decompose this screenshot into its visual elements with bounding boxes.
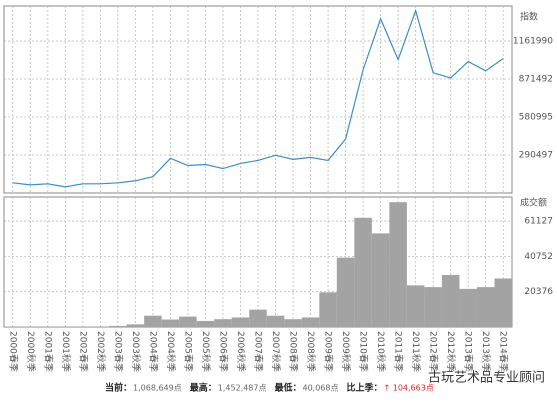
y-tick-label: 871492 (519, 75, 553, 85)
y-tick-label: 61127 (524, 217, 553, 227)
bar (494, 278, 512, 327)
x-tick-label: 2006秋季 (235, 331, 247, 372)
bar (179, 316, 197, 327)
bar (354, 217, 372, 327)
y-tick-label: 580995 (519, 113, 553, 123)
x-tick-label: 2011春季 (393, 331, 405, 372)
x-tick-label: 2014春季 (498, 331, 510, 372)
x-tick-label: 2012春季 (428, 331, 440, 372)
x-tick-label: 2001春季 (42, 331, 54, 372)
bar (74, 326, 92, 327)
bottom-axis-label: 成交额 (520, 197, 547, 209)
bar (424, 287, 442, 327)
x-tick-label: 2008春季 (288, 331, 300, 372)
bar (319, 292, 337, 327)
x-tick-label: 2000秋季 (25, 331, 37, 372)
bar (56, 326, 75, 327)
footer-label: 比上季： (346, 382, 382, 394)
y-tick-label: 20376 (524, 287, 553, 297)
bar (21, 326, 40, 327)
bar (249, 309, 267, 327)
bar (301, 317, 320, 327)
x-tick-label: 2004秋季 (165, 331, 177, 372)
footer-value: 1,068,649点 (133, 384, 182, 393)
footer: 当前： 1,068,649点 最高： 1,452,487点 最低： 40,068点 比上季：… (105, 382, 434, 394)
x-tick-label: 2013春季 (463, 331, 475, 372)
x-tick-label: 2005秋季 (200, 331, 212, 372)
footer-value: 1,452,487点 (218, 384, 267, 393)
x-tick-label: 2011秋季 (410, 331, 422, 372)
x-tick-label: 2012秋季 (445, 331, 457, 372)
x-tick-label: 2009春季 (323, 331, 335, 372)
bar (231, 317, 250, 327)
footer-label: 最高： (190, 382, 217, 394)
bar (126, 324, 145, 327)
x-tick-label: 2007秋季 (270, 331, 282, 372)
y-tick-label: 290497 (519, 151, 553, 161)
bar (284, 319, 302, 327)
x-tick-label: 2002秋季 (95, 331, 107, 372)
x-tick-label: 2009秋季 (340, 331, 352, 372)
x-tick-label: 2000春季 (7, 331, 19, 372)
bar (196, 320, 215, 327)
bar (4, 326, 22, 327)
bar (441, 275, 460, 327)
watermark: 古玩艺术品专业顾问 (428, 371, 545, 386)
x-tick-label: 2002春季 (77, 331, 89, 372)
y-tick-label: 40752 (524, 252, 553, 262)
bar (476, 287, 495, 327)
x-tick-label: 2007春季 (253, 331, 265, 372)
bar (91, 326, 110, 327)
y-tick-label: 1161990 (513, 37, 553, 47)
footer-value: ↑ 104,663点 (384, 384, 434, 393)
footer-label: 当前： (105, 382, 132, 394)
x-tick-label: 2003秋季 (130, 331, 142, 372)
bar (406, 285, 425, 327)
x-tick-label: 2010秋季 (375, 331, 387, 372)
x-tick-label: 2008秋季 (305, 331, 317, 372)
top-axis-label: 指数 (520, 11, 538, 23)
bar (39, 326, 57, 327)
footer-value: 40,068点 (302, 384, 338, 393)
bar (144, 315, 162, 327)
bar (336, 257, 355, 327)
bar (389, 202, 407, 327)
bar (214, 319, 232, 327)
bar (266, 315, 285, 327)
bar (109, 325, 127, 327)
x-tick-label: 2005春季 (182, 331, 194, 372)
bar (161, 319, 180, 327)
index-line (12, 8, 504, 188)
x-tick-label: 2001秋季 (60, 331, 72, 372)
x-tick-label: 2003春季 (112, 331, 124, 372)
x-tick-label: 2006春季 (217, 331, 229, 372)
footer-label: 最低： (274, 382, 301, 394)
bar (371, 233, 390, 327)
bar (459, 288, 477, 327)
x-tick-label: 2010春季 (358, 331, 370, 372)
x-tick-label: 2004春季 (147, 331, 159, 372)
x-tick-label: 2013秋季 (480, 331, 492, 372)
